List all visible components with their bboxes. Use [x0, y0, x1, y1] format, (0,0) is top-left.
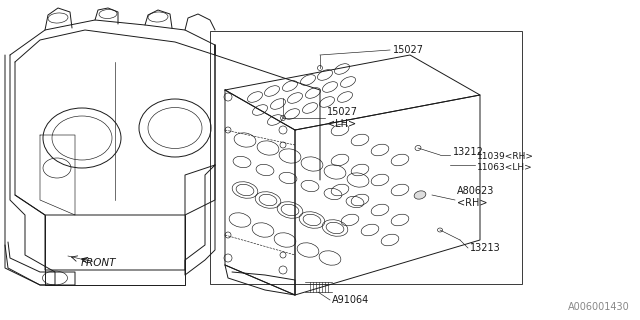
Text: A91064: A91064 — [332, 295, 369, 305]
Text: A006001430: A006001430 — [568, 302, 630, 312]
Text: 15027: 15027 — [393, 45, 424, 55]
Text: 11039<RH>
11063<LH>: 11039<RH> 11063<LH> — [477, 152, 534, 172]
Text: 13213: 13213 — [470, 243, 500, 253]
Text: 13212: 13212 — [453, 147, 484, 157]
Text: FRONT: FRONT — [81, 258, 116, 268]
Text: 15027
<LH>: 15027 <LH> — [327, 107, 358, 129]
Text: A80623
<RH>: A80623 <RH> — [457, 186, 494, 208]
Ellipse shape — [414, 191, 426, 199]
Bar — [210, 31, 522, 284]
